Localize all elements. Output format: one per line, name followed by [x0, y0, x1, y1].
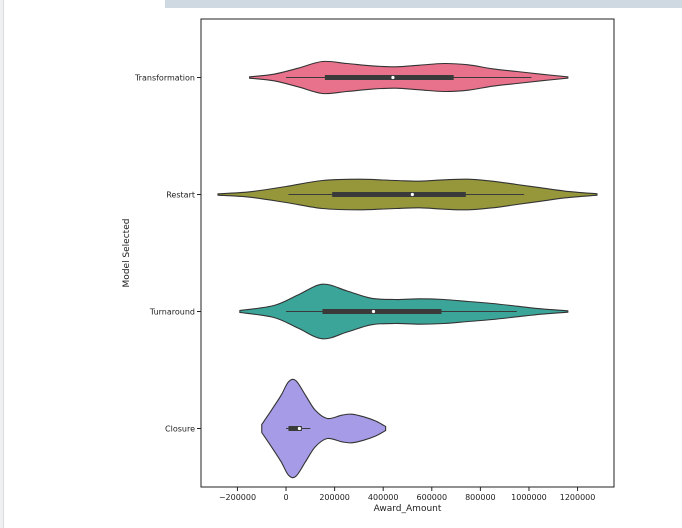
- iqr-box-restart: [332, 192, 466, 197]
- median-closure: [297, 426, 301, 431]
- x-tick-label: 1200000: [560, 493, 596, 502]
- iqr-box-turnaround: [322, 309, 442, 314]
- x-tick-label: 200000: [319, 493, 350, 502]
- median-restart: [410, 192, 414, 197]
- x-tick-label: 0: [283, 493, 288, 502]
- iqr-box-closure: [288, 426, 302, 431]
- notebook-top-strip: [165, 0, 682, 8]
- notebook-left-rail: [0, 0, 4, 528]
- x-tick-label: 800000: [465, 493, 496, 502]
- x-tick-label: 1000000: [511, 493, 547, 502]
- x-tick-label: −200000: [219, 493, 256, 502]
- violins-layer: [217, 60, 598, 479]
- y-tick-label: Restart: [166, 191, 195, 200]
- x-axis-ticks: −200000 0 200000 400000 600000 800000 1000000 1…: [219, 487, 596, 502]
- x-tick-label: 600000: [417, 493, 448, 502]
- iqr-box-transformation: [324, 75, 454, 80]
- x-tick-label: 400000: [368, 493, 399, 502]
- y-tick-label: Transformation: [134, 74, 195, 83]
- median-turnaround: [371, 309, 376, 314]
- y-tick-label: Closure: [165, 425, 195, 434]
- y-tick-label: Turnaround: [149, 308, 195, 317]
- y-axis-label: Model Selected: [122, 219, 132, 288]
- median-transformation: [391, 75, 395, 80]
- violin-closure: [261, 378, 387, 479]
- plot-area-frame: [200, 18, 615, 488]
- y-axis-ticks: Transformation Restart Turnaround Closure: [134, 74, 201, 434]
- x-axis-label: Award_Amount: [374, 504, 442, 514]
